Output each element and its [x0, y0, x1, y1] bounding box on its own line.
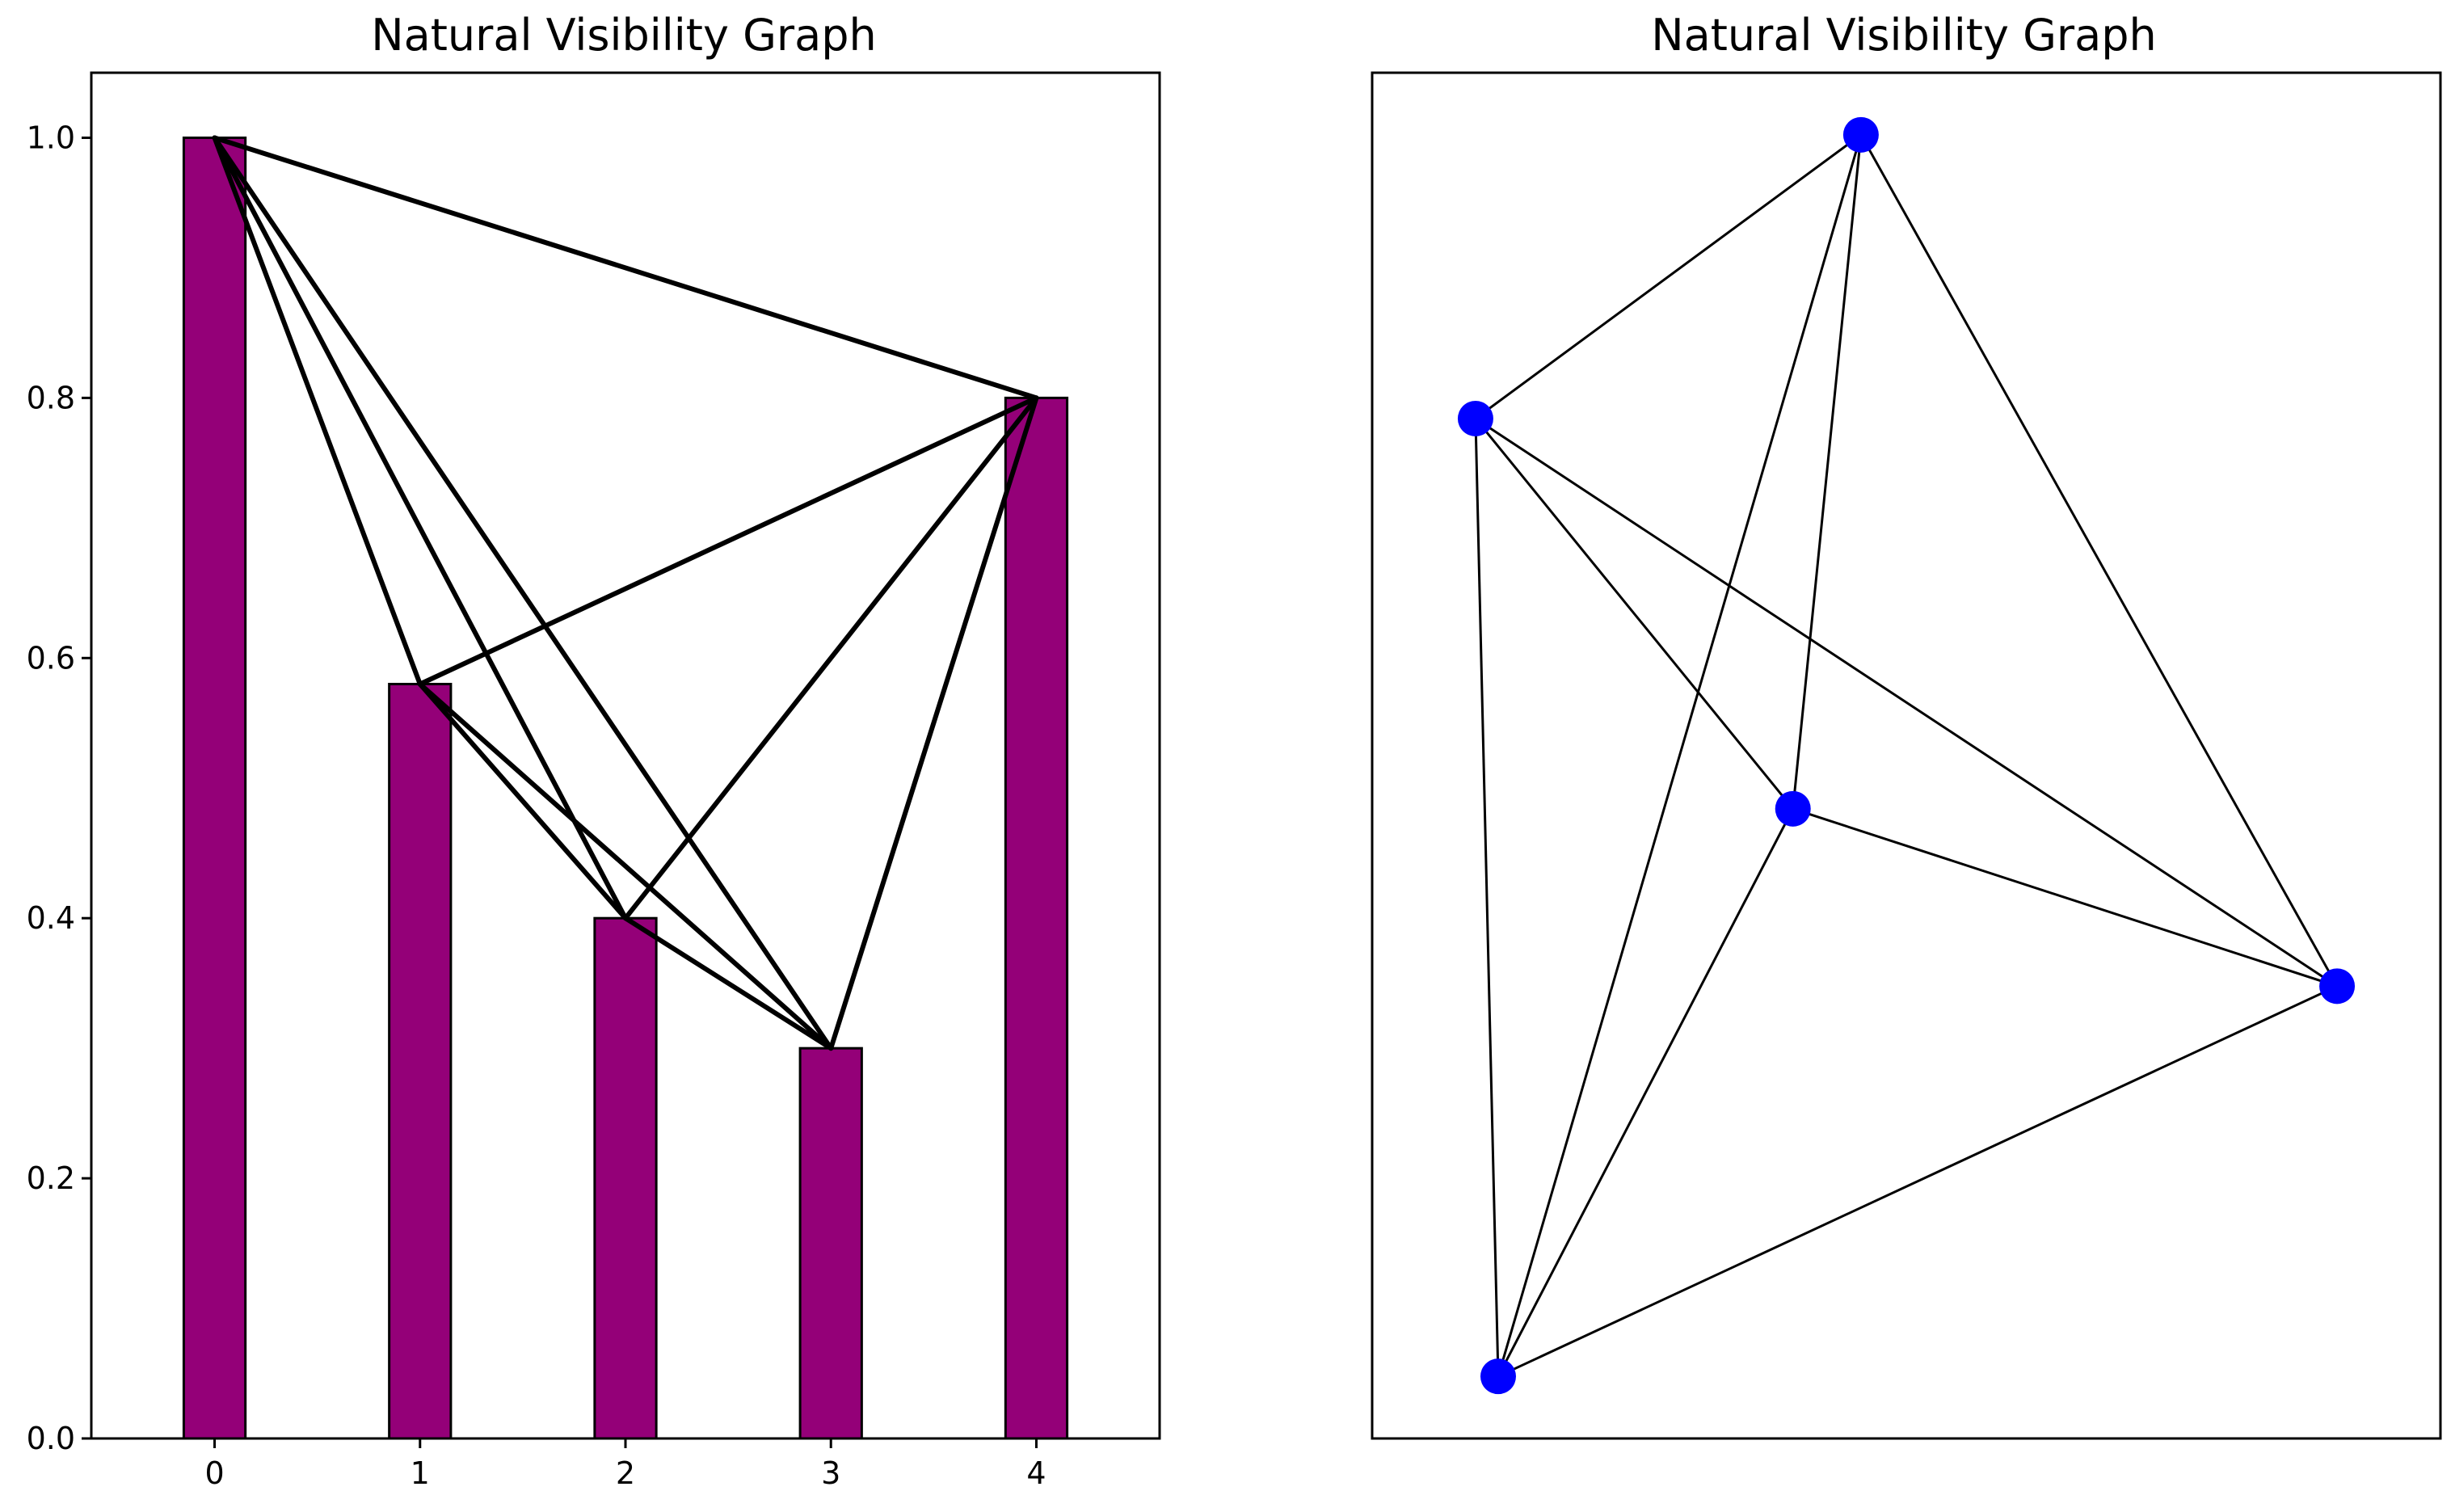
y-tick-label: 0.2	[27, 1160, 75, 1196]
network-edge-3-4	[1475, 133, 1862, 420]
network-edges	[1474, 133, 2339, 1378]
bar-0	[182, 136, 247, 1440]
visibility-link-1-2	[417, 681, 628, 921]
bar-3	[798, 1047, 863, 1440]
bar-chart-title: Natural Visibility Graph	[371, 10, 876, 61]
visibility-link-0-2	[212, 135, 628, 921]
network-edge-2-4	[1475, 417, 2338, 988]
network-edge-1-4	[1474, 418, 1500, 1377]
network-node-4	[1457, 400, 1493, 436]
bar-1	[388, 682, 453, 1440]
network-nodes	[1457, 116, 2356, 1395]
network-edge-0-1	[1497, 808, 1795, 1377]
network-node-0	[1775, 790, 1811, 827]
y-tick-label: 0.0	[27, 1421, 75, 1456]
network-node-1	[1480, 1358, 1516, 1395]
y-axis-ticks: 0.0 0.2 0.4 0.6 0.8 1.0	[27, 120, 91, 1456]
x-tick-label: 4	[1026, 1455, 1046, 1491]
network-edge-0-4	[1474, 418, 1794, 810]
network-edge-2-3	[1859, 134, 2339, 988]
network-edge-0-3	[1792, 134, 1863, 809]
visibility-links	[212, 135, 1039, 1051]
visibility-link-2-3	[623, 916, 834, 1051]
bar-2	[593, 916, 658, 1440]
network-edge-1-2	[1497, 984, 2338, 1378]
visibility-link-0-4	[212, 135, 1039, 401]
visibility-link-2-4	[623, 395, 1039, 921]
network-title: Natural Visibility Graph	[1651, 10, 2156, 61]
x-tick-label: 3	[821, 1455, 840, 1491]
y-tick-label: 0.8	[27, 380, 75, 415]
visibility-link-0-3	[212, 135, 834, 1051]
visibility-link-1-4	[417, 395, 1039, 687]
y-tick-label: 1.0	[27, 120, 75, 155]
network-axes: Natural Visibility Graph	[1371, 10, 2442, 1440]
network-frame	[1371, 71, 2442, 1440]
x-axis-ticks: 0 1 2 3 4	[204, 1438, 1046, 1491]
visibility-link-3-4	[828, 395, 1039, 1051]
network-node-3	[1842, 116, 1879, 153]
bar-chart-axes: Natural Visibility Graph 0.0 0.2 0.4 0.6 0.8…	[27, 10, 1161, 1491]
network-node-2	[2319, 968, 2356, 1004]
network-edge-1-3	[1497, 134, 1863, 1377]
network-edge-0-2	[1792, 807, 2338, 988]
visibility-link-1-3	[417, 681, 834, 1051]
x-tick-label: 2	[616, 1455, 635, 1491]
visibility-link-0-1	[212, 135, 423, 687]
y-tick-label: 0.6	[27, 640, 75, 676]
bar-4	[1004, 396, 1069, 1440]
y-tick-label: 0.4	[27, 900, 75, 936]
x-tick-label: 0	[204, 1455, 224, 1491]
x-tick-label: 1	[411, 1455, 430, 1491]
